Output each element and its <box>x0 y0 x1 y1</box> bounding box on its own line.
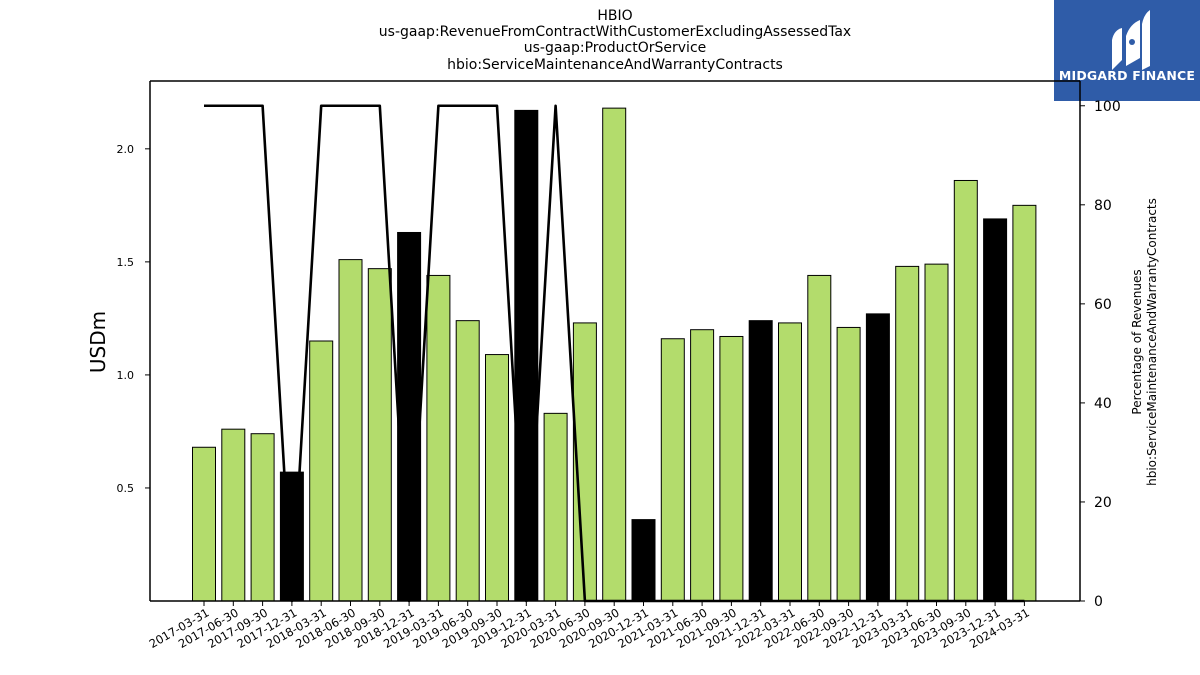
y-tick-label-right: 100 <box>1094 99 1121 115</box>
y-tick-label-right: 0 <box>1094 594 1103 610</box>
logo-text: MIDGARD FINANCE <box>1058 68 1196 83</box>
bar <box>221 428 246 602</box>
bar <box>865 313 890 602</box>
bar <box>309 340 334 602</box>
bar <box>778 322 802 602</box>
y-tick-label-left: 2.0 <box>117 143 135 156</box>
y-tick-label-left: 1.5 <box>117 256 135 269</box>
bar <box>660 338 685 602</box>
title-line-2: us-gaap:RevenueFromContractWithCustomerE… <box>378 24 852 40</box>
bar <box>836 326 861 602</box>
bar <box>602 107 627 602</box>
bar <box>924 263 949 602</box>
bar <box>953 179 978 602</box>
bar <box>514 109 539 602</box>
y-tick-label-right: 20 <box>1094 495 1112 511</box>
midgard-logo: MIDGARD FINANCE <box>1054 0 1200 101</box>
y-tick-label-right: 80 <box>1094 198 1112 214</box>
bar <box>690 329 715 602</box>
bar <box>983 218 1008 602</box>
bar <box>455 320 480 602</box>
y-tick-label-left: 1.0 <box>117 369 135 382</box>
bar <box>338 259 363 602</box>
bar <box>192 446 216 602</box>
bar <box>397 231 422 602</box>
bar <box>1012 204 1037 602</box>
bar <box>748 320 773 602</box>
y-tick-label-right: 40 <box>1094 396 1112 412</box>
title-line-4: hbio:ServiceMaintenanceAndWarrantyContra… <box>447 57 783 73</box>
title-line-1: HBIO <box>597 8 633 24</box>
y-tick-label-left: 0.5 <box>117 482 135 495</box>
y-tick-label-right: 60 <box>1094 297 1112 313</box>
bar <box>895 265 920 602</box>
bar <box>631 519 656 602</box>
title-line-3: us-gaap:ProductOrService <box>523 40 707 56</box>
bar <box>250 433 275 602</box>
bar <box>367 268 392 602</box>
midgard-logo-icon <box>1112 10 1150 70</box>
bar <box>543 412 568 602</box>
bar <box>807 274 832 602</box>
bar <box>719 335 744 602</box>
bar <box>485 354 509 602</box>
bar <box>426 274 451 602</box>
